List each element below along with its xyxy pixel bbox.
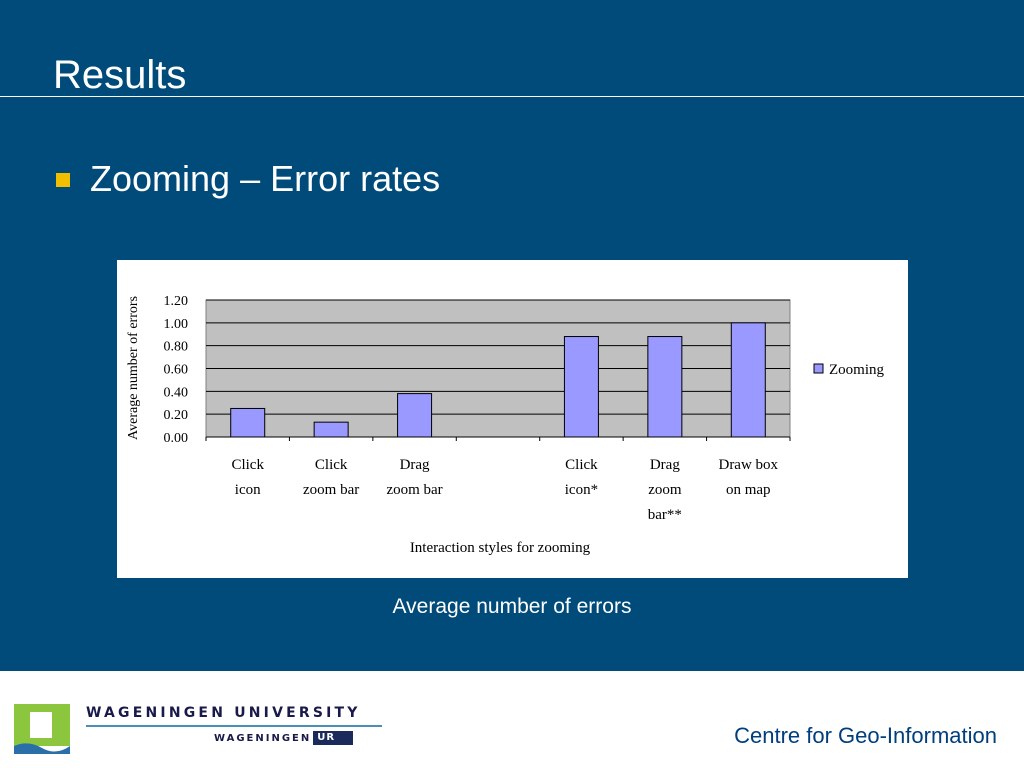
ur-name: WAGENINGEN: [214, 732, 312, 744]
title-divider: [0, 96, 1024, 97]
y-tick-label: 0.40: [164, 385, 189, 400]
y-tick-label: 1.00: [164, 317, 189, 332]
y-tick-label: 0.20: [164, 408, 189, 423]
x-tick-label: icon: [235, 482, 261, 498]
x-tick-label: Drag: [650, 457, 680, 473]
bar: [730, 322, 766, 438]
bar: [563, 336, 599, 438]
x-tick-label: icon*: [565, 482, 598, 498]
footer: WAGENINGEN UNIVERSITY WAGENINGEN UR Cent…: [0, 671, 1024, 768]
y-tick-label: 1.20: [164, 294, 189, 309]
x-tick-label: on map: [726, 482, 771, 498]
slide-title: Results: [53, 53, 187, 97]
university-name: WAGENINGEN UNIVERSITY: [86, 705, 361, 721]
x-tick-label: zoom: [648, 482, 682, 498]
y-tick-label: 0.80: [164, 340, 189, 355]
x-tick-label: zoom bar: [303, 482, 359, 498]
x-tick-label: zoom bar: [386, 482, 442, 498]
x-tick-label: Click: [231, 457, 264, 473]
x-tick-label: bar**: [648, 507, 682, 523]
ur-badge: UR: [313, 731, 354, 745]
bar: [397, 393, 433, 438]
logo-divider: [86, 725, 382, 727]
bullet-text: Zooming – Error rates: [90, 158, 441, 199]
x-tick-label: Click: [565, 457, 598, 473]
slide-background: Results Zooming – Error rates 1.20 1.00 0.…: [0, 0, 1024, 671]
bar: [230, 407, 266, 438]
y-axis-label: Average number of errors: [126, 296, 141, 440]
x-axis-label: Interaction styles for zooming: [410, 540, 591, 556]
centre-name: Centre for Geo-Information: [734, 723, 997, 748]
chart-panel: 1.20 1.00 0.80 0.60 0.40 0.20 0.00 Click icon Cli…: [117, 260, 908, 578]
legend-swatch: [813, 363, 824, 374]
y-tick-label: 0.60: [164, 363, 189, 378]
x-tick-label: Draw box: [718, 457, 778, 473]
x-tick-label: Drag: [400, 457, 430, 473]
wageningen-logo-icon: [14, 704, 70, 754]
bullet-square-icon: [56, 173, 70, 187]
legend-label: Zooming: [829, 362, 884, 378]
y-tick-label: 0.00: [164, 431, 189, 446]
bar: [647, 336, 683, 438]
wageningen-ur-logo: WAGENINGEN UR: [214, 731, 354, 745]
chart-caption: Average number of errors: [392, 595, 632, 618]
bar: [313, 421, 349, 438]
x-tick-label: Click: [315, 457, 348, 473]
bar-chart: 1.20 1.00 0.80 0.60 0.40 0.20 0.00 Click icon Cli…: [126, 294, 884, 556]
